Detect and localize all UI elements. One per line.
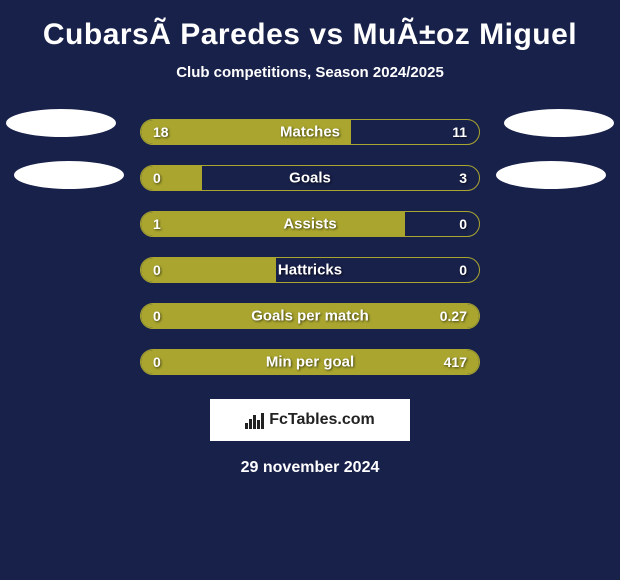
stat-value-right: 0.27 xyxy=(440,308,467,324)
page-subtitle: Club competitions, Season 2024/2025 xyxy=(176,64,444,81)
chart-area: Matches1811Goals03Assists10Hattricks00Go… xyxy=(0,109,620,385)
stat-value-left: 0 xyxy=(153,170,161,186)
stat-value-left: 18 xyxy=(153,124,169,140)
stat-bar-fill xyxy=(141,166,202,190)
stat-value-right: 11 xyxy=(452,124,467,140)
stat-value-left: 1 xyxy=(153,216,161,232)
stat-row: Matches 18 11 xyxy=(0,109,620,155)
stat-value-right: 417 xyxy=(444,354,467,370)
date-text: 29 november 2024 xyxy=(241,459,380,477)
stat-row: Hattricks 0 0 xyxy=(0,247,620,293)
stat-bar: Assists 1 0 xyxy=(140,211,480,237)
stat-row: Assists 1 0 xyxy=(0,201,620,247)
stat-row: Min per goal 0 417 xyxy=(0,339,620,385)
stat-label: Min per goal xyxy=(266,354,354,371)
stat-row: Goals per match 0 0.27 xyxy=(0,293,620,339)
bars-icon xyxy=(245,411,265,429)
stat-bar: Matches 18 11 xyxy=(140,119,480,145)
stat-label: Assists xyxy=(283,216,336,233)
stat-bar: Goals 0 3 xyxy=(140,165,480,191)
stat-bar-fill xyxy=(141,258,276,282)
stat-bar: Hattricks 0 0 xyxy=(140,257,480,283)
stat-label: Hattricks xyxy=(278,262,342,279)
stat-bar: Min per goal 0 417 xyxy=(140,349,480,375)
branding-text: FcTables.com xyxy=(269,411,375,429)
stat-label: Matches xyxy=(280,124,340,141)
page-title: CubarsÃ Paredes vs MuÃ±oz Miguel xyxy=(43,18,577,52)
stat-bar: Goals per match 0 0.27 xyxy=(140,303,480,329)
stat-value-right: 0 xyxy=(459,262,467,278)
stat-label: Goals per match xyxy=(251,308,369,325)
stat-value-left: 0 xyxy=(153,354,161,370)
stat-row: Goals 0 3 xyxy=(0,155,620,201)
stat-bar-fill xyxy=(141,212,405,236)
stat-label: Goals xyxy=(289,170,331,187)
stat-value-left: 0 xyxy=(153,308,161,324)
stat-value-right: 3 xyxy=(459,170,467,186)
stat-value-right: 0 xyxy=(459,216,467,232)
stat-value-left: 0 xyxy=(153,262,161,278)
branding-badge: FcTables.com xyxy=(210,399,410,441)
